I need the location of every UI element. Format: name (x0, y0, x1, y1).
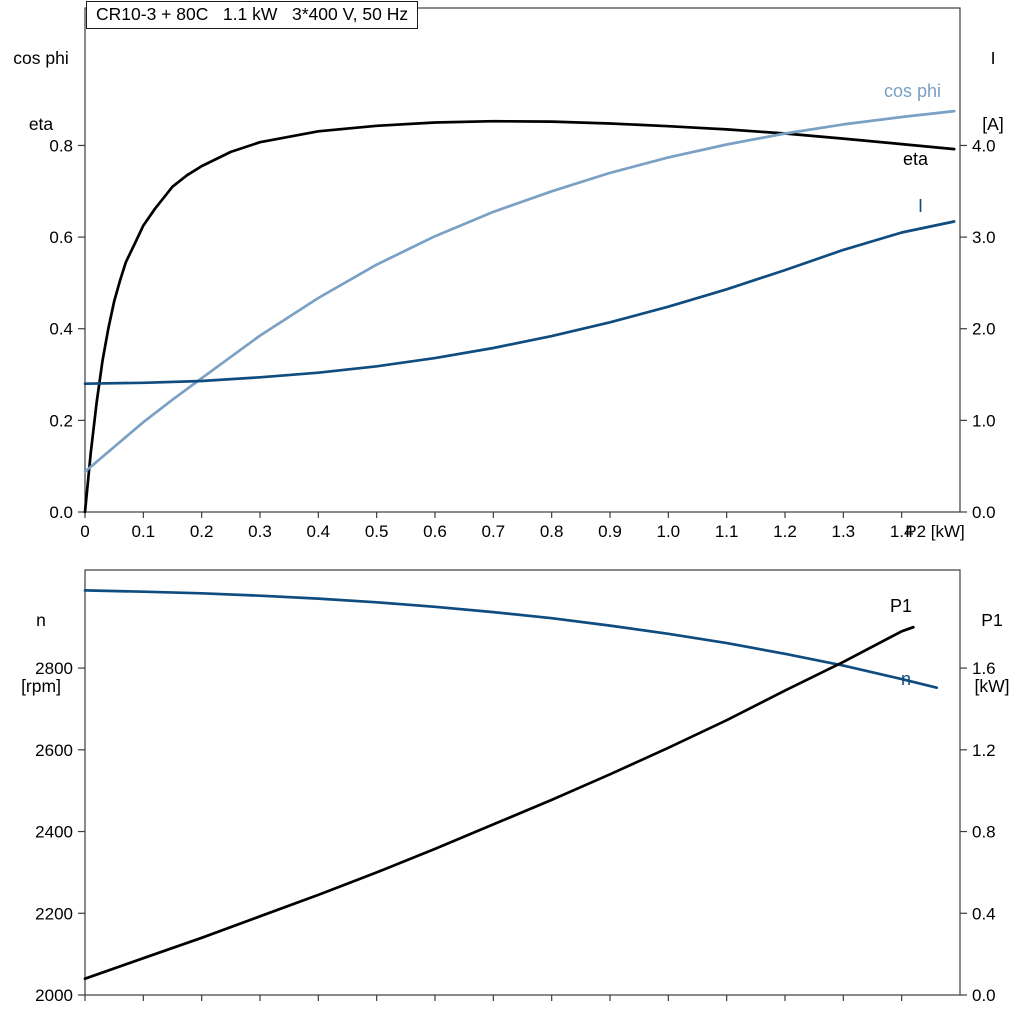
chart-title: CR10-3 + 80C 1.1 kW 3*400 V, 50 Hz (86, 1, 419, 29)
y-left-tick-label: 0.8 (49, 136, 73, 155)
x-tick-label: 0.5 (365, 522, 389, 541)
curve-label-current: I (918, 196, 924, 216)
y-right-tick-label: 4.0 (972, 136, 996, 155)
x-tick-label: 0.2 (190, 522, 214, 541)
series-cos phi (83, 109, 956, 474)
y-right-tick-label: 1.2 (972, 741, 996, 760)
top-left-axis-title: cos phi eta (0, 3, 82, 179)
y-left-tick-label: 2800 (35, 659, 73, 678)
axis-title-p1-unit: [kW] (974, 676, 1010, 696)
curve-label-eta: eta (903, 149, 929, 169)
axis-title-p1: P1 (981, 610, 1003, 630)
x-tick-label: 0 (80, 522, 89, 541)
bottom-right-axis-title: P1 [kW] (962, 565, 1022, 741)
x-tick-label: 1.2 (773, 522, 797, 541)
plot-frame (84, 569, 961, 996)
x-tick-label: 0.7 (482, 522, 506, 541)
top-right-axis-title: I [A] (964, 3, 1022, 179)
series-P1 (83, 625, 915, 981)
series-eta (83, 119, 956, 514)
x-tick-label: 0.1 (132, 522, 156, 541)
y-left-tick-label: 0.2 (49, 411, 73, 430)
top-chart: 0 0.1 0.2 0.3 0.4 0.5 0.6 0.7 0.8 0.9 1.0 1.1 1.2 1.3… (49, 7, 996, 541)
curve-label-n: n (901, 669, 912, 689)
axis-title-current-unit: [A] (982, 114, 1004, 134)
x-tick-label: 1.0 (657, 522, 681, 541)
y-right-tick-label: 3.0 (972, 228, 996, 247)
x-tick-label: 0.9 (598, 522, 622, 541)
x-tick-label: 1.4 (890, 522, 914, 541)
axis-title-speed: n (36, 610, 46, 630)
y-right-tick-label: 1.6 (972, 659, 996, 678)
y-left-tick-label: 2400 (35, 823, 73, 842)
x-tick-label: 1.1 (715, 522, 739, 541)
x-tick-label: 0.4 (307, 522, 331, 541)
y-left-tick-label: 2200 (35, 904, 73, 923)
y-right-tick-label: 0.4 (972, 904, 996, 923)
bottom-chart: 2000 2200 2400 2600 2800 0.0 0.4 0.8 1.2 1.6 (35, 569, 996, 1005)
y-left-tick-label: 2600 (35, 741, 73, 760)
x-tick-label: 0.3 (248, 522, 272, 541)
axis-title-current: I (990, 48, 996, 68)
series-n (83, 589, 939, 690)
series-I (83, 220, 956, 386)
y-right-tick-label: 0.0 (972, 986, 996, 1005)
axis-title-eta: eta (28, 114, 54, 134)
y-right-tick-label: 2.0 (972, 320, 996, 339)
y-left-tick-label: 2000 (35, 986, 73, 1005)
y-left-tick-label: 0.4 (49, 320, 73, 339)
y-right-tick-label: 1.0 (972, 411, 996, 430)
x-tick-label: 1.3 (832, 522, 856, 541)
plot-frame (84, 7, 961, 513)
x-tick-label: 0.8 (540, 522, 564, 541)
bottom-left-axis-title: n [rpm] (0, 565, 82, 741)
axis-title-cos-phi: cos phi (13, 48, 69, 68)
y-left-tick-label: 0.0 (49, 503, 73, 522)
x-axis-label: P2 [kW] (905, 522, 965, 541)
y-right-tick-label: 0.0 (972, 503, 996, 522)
y-right-tick-label: 0.8 (972, 823, 996, 842)
y-left-tick-label: 0.6 (49, 228, 73, 247)
x-tick-label: 0.6 (423, 522, 447, 541)
axis-title-speed-unit: [rpm] (21, 676, 61, 696)
curve-label-p1: P1 (890, 596, 913, 616)
curve-label-cos-phi: cos phi (884, 81, 942, 101)
